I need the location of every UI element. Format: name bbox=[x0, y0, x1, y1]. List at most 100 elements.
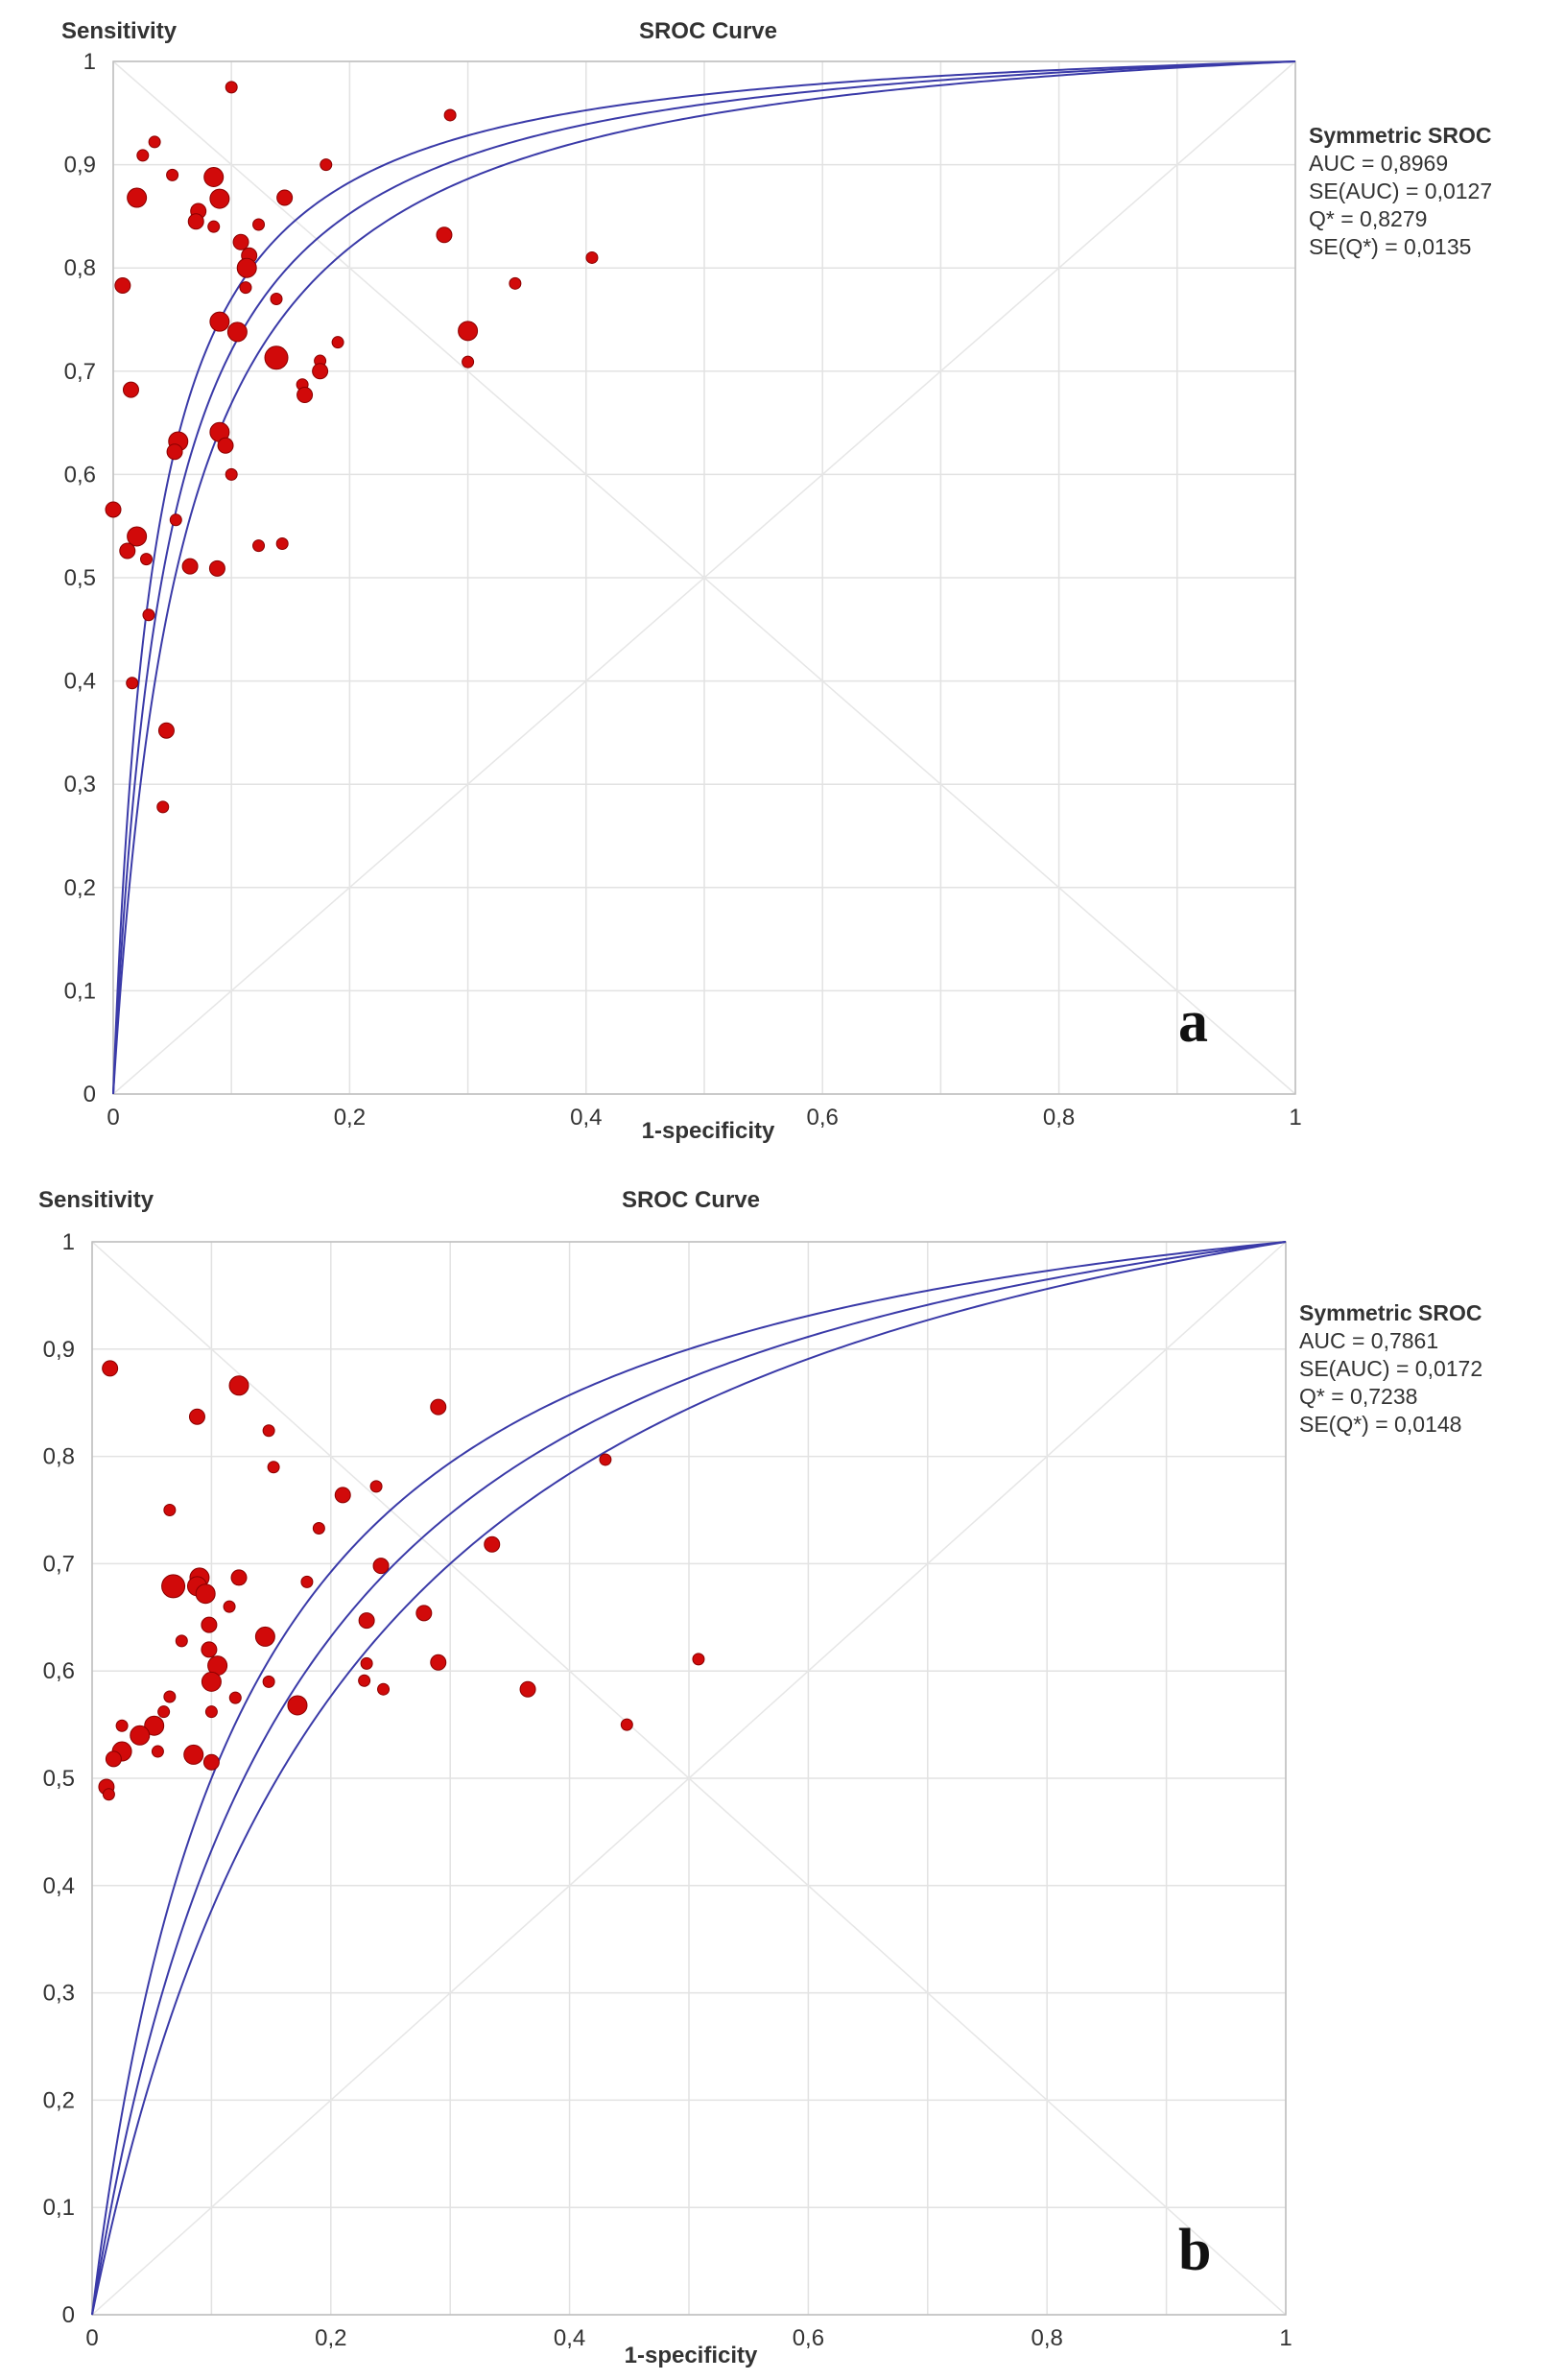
study-point bbox=[300, 1575, 314, 1588]
study-point bbox=[126, 677, 139, 690]
x-tick-label: 0,4 bbox=[570, 1105, 602, 1130]
y-tick-label: 0 bbox=[83, 1082, 96, 1107]
study-point bbox=[430, 1398, 447, 1416]
sroc-curve bbox=[112, 60, 1296, 1094]
study-point bbox=[230, 1569, 248, 1586]
x-tick-label: 0,2 bbox=[334, 1105, 366, 1130]
study-point bbox=[161, 1574, 186, 1599]
study-point bbox=[239, 281, 252, 295]
study-point bbox=[169, 513, 182, 527]
study-point bbox=[484, 1535, 501, 1553]
anti-diagonal-line bbox=[91, 1241, 1287, 2316]
y-tick-label: 0,1 bbox=[64, 978, 96, 1004]
study-point bbox=[599, 1453, 612, 1466]
study-point bbox=[157, 1705, 171, 1719]
sroc-chart-b: Sensitivity SROC Curve 1-specificity 0 0,… bbox=[38, 1187, 1292, 2368]
study-point bbox=[228, 1691, 242, 1704]
x-tick-label: 1 bbox=[1289, 1105, 1301, 1130]
y-axis-label: Sensitivity bbox=[61, 18, 178, 44]
study-point bbox=[458, 321, 479, 342]
y-tick-label: 0,9 bbox=[64, 153, 96, 178]
study-point bbox=[692, 1653, 705, 1666]
y-tick-label: 0,2 bbox=[64, 875, 96, 901]
panel-label: b bbox=[1178, 2218, 1212, 2283]
study-point bbox=[127, 187, 148, 208]
study-point bbox=[262, 1424, 275, 1438]
y-tick-label: 0,3 bbox=[64, 772, 96, 797]
x-tick-label: 1 bbox=[1279, 2325, 1292, 2351]
study-point bbox=[208, 559, 225, 577]
study-point bbox=[201, 1641, 218, 1658]
study-point bbox=[102, 1788, 115, 1801]
study-point bbox=[181, 558, 199, 575]
study-point bbox=[358, 1674, 371, 1687]
study-point bbox=[228, 1375, 249, 1396]
y-tick-label: 0,2 bbox=[43, 2087, 75, 2113]
x-tick-label: 0 bbox=[85, 2325, 98, 2351]
study-point bbox=[122, 381, 139, 398]
study-point bbox=[202, 1753, 220, 1771]
study-point bbox=[127, 526, 148, 547]
study-point bbox=[207, 220, 221, 233]
study-point bbox=[201, 1671, 222, 1692]
stats-title: Symmetric SROC bbox=[1299, 1300, 1482, 1325]
sroc-curve bbox=[91, 1241, 1287, 2316]
sroc-panel-a: Sensitivity SROC Curve 1-specificity 0 0,… bbox=[0, 0, 1541, 1180]
x-tick-label: 0,6 bbox=[793, 2325, 824, 2351]
panel-label: a bbox=[1178, 989, 1208, 1055]
study-point bbox=[620, 1718, 633, 1731]
study-point bbox=[119, 542, 136, 559]
study-point bbox=[254, 1626, 275, 1647]
stats-box: Symmetric SROC AUC = 0,8969 SE(AUC) = 0,… bbox=[1309, 122, 1492, 261]
study-point bbox=[102, 1360, 119, 1377]
study-point bbox=[225, 467, 238, 481]
study-point bbox=[270, 292, 283, 305]
study-point bbox=[296, 387, 314, 404]
sroc-curve bbox=[91, 1241, 1287, 2316]
y-tick-label: 0,4 bbox=[43, 1873, 75, 1899]
stats-q: Q* = 0,7238 bbox=[1299, 1384, 1418, 1409]
study-point bbox=[252, 539, 266, 553]
study-point bbox=[312, 363, 329, 380]
study-point bbox=[415, 1605, 433, 1622]
study-point bbox=[232, 233, 249, 250]
y-tick-label: 1 bbox=[83, 49, 96, 75]
y-tick-label: 0,5 bbox=[64, 565, 96, 591]
plot-frame bbox=[112, 60, 1296, 1095]
study-point bbox=[462, 355, 475, 369]
study-point bbox=[372, 1558, 390, 1575]
study-point bbox=[509, 276, 522, 290]
study-point bbox=[443, 108, 457, 122]
study-point bbox=[157, 722, 175, 739]
y-axis-label: Sensitivity bbox=[38, 1187, 154, 1213]
y-tick-label: 0,8 bbox=[64, 255, 96, 281]
study-point bbox=[217, 437, 234, 454]
stats-auc: AUC = 0,7861 bbox=[1299, 1328, 1439, 1353]
y-tick-label: 0,9 bbox=[43, 1337, 75, 1363]
study-point bbox=[156, 800, 170, 814]
study-point bbox=[267, 1461, 280, 1474]
y-tick-label: 0,5 bbox=[43, 1766, 75, 1792]
x-tick-label: 0 bbox=[107, 1105, 119, 1130]
x-axis-label: 1-specificity bbox=[625, 2343, 758, 2368]
study-point bbox=[195, 1583, 216, 1605]
sroc-curve bbox=[91, 1241, 1287, 2316]
study-point bbox=[144, 1715, 165, 1736]
study-point bbox=[264, 345, 289, 370]
study-point bbox=[585, 250, 599, 264]
y-tick-label: 0,6 bbox=[43, 1658, 75, 1684]
plot-area: 0 0,2 0,4 0,6 0,8 1 0 0,1 0,2 0,3 0,4 0,5 0,6 0,7 0,8 0… bbox=[64, 49, 1302, 1130]
study-point bbox=[163, 1690, 177, 1703]
study-point bbox=[331, 336, 344, 349]
anti-diagonal-line bbox=[112, 60, 1296, 1095]
study-point bbox=[360, 1656, 373, 1670]
stats-q: Q* = 0,8279 bbox=[1309, 206, 1428, 231]
study-point bbox=[115, 1719, 129, 1732]
chart-title: SROC Curve bbox=[639, 18, 777, 44]
stats-box: Symmetric SROC AUC = 0,7861 SE(AUC) = 0,… bbox=[1299, 1299, 1482, 1439]
y-tick-label: 0,4 bbox=[64, 669, 96, 695]
study-point bbox=[188, 1408, 205, 1425]
y-tick-label: 0,1 bbox=[43, 2195, 75, 2221]
study-point bbox=[226, 321, 248, 343]
y-tick-label: 1 bbox=[62, 1229, 75, 1255]
